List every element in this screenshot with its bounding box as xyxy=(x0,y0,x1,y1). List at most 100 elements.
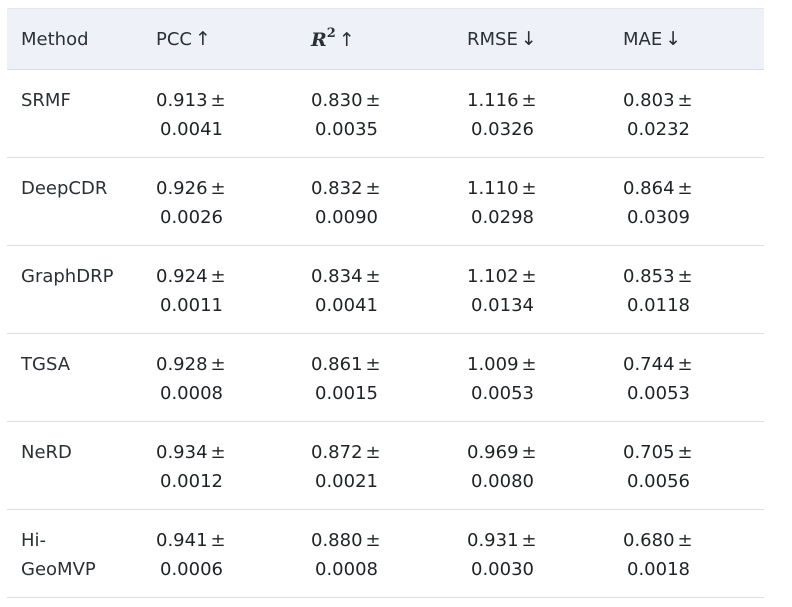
r2-mean: 0.834 xyxy=(311,266,363,287)
mae-mean: 0.680 xyxy=(623,530,675,551)
rmse-std: 0.0030 xyxy=(471,559,534,580)
mae-std: 0.0309 xyxy=(627,207,690,228)
mae-cell: 0.853 ±0.0118 xyxy=(609,245,764,334)
method-name-line: Hi- xyxy=(21,530,47,551)
r2-cell: 0.880 ± 0.0008 xyxy=(297,509,453,598)
pcc-mean: 0.934 xyxy=(156,442,208,463)
rmse-std: 0.0080 xyxy=(471,471,534,492)
r2-mean-line: 0.872 ± xyxy=(311,438,453,467)
up-arrow-icon: ↑ xyxy=(338,28,355,51)
plus-minus-symbol: ± xyxy=(210,90,226,111)
mae-mean: 0.744 xyxy=(623,354,675,375)
rmse-cell: 1.116 ±0.0326 xyxy=(453,69,609,158)
method-name: NeRD xyxy=(21,442,72,463)
down-arrow-icon: ↓ xyxy=(520,28,537,50)
pcc-std: 0.0041 xyxy=(160,119,223,140)
r2-std: 0.0090 xyxy=(315,207,378,228)
r2-std: 0.0035 xyxy=(315,119,378,140)
plus-minus-symbol: ± xyxy=(677,354,693,375)
plus-minus-symbol: ± xyxy=(521,530,537,551)
mae-std: 0.0018 xyxy=(627,559,690,580)
pcc-cell: 0.941 ±0.0006 xyxy=(142,509,297,598)
r-superscript: 2 xyxy=(326,26,336,42)
pcc-std: 0.0026 xyxy=(160,207,223,228)
method-cell: GraphDRP xyxy=(7,245,142,334)
table-header: Method PCC ↑ R2 ↑ RMSE ↓ MAE ↓ xyxy=(7,8,764,70)
mae-mean: 0.803 xyxy=(623,90,675,111)
method-name: TGSA xyxy=(21,354,71,375)
pcc-std: 0.0008 xyxy=(160,383,223,404)
header-pcc: PCC ↑ xyxy=(142,8,297,70)
r2-std: 0.0008 xyxy=(315,559,378,580)
mae-std: 0.0232 xyxy=(627,119,690,140)
rmse-cell: 1.102 ±0.0134 xyxy=(453,245,609,334)
rmse-std: 0.0326 xyxy=(471,119,534,140)
header-pcc-label: PCC xyxy=(156,29,192,50)
rmse-mean: 0.931 xyxy=(467,530,519,551)
plus-minus-symbol: ± xyxy=(677,178,693,199)
mae-mean-line: 0.864 ± xyxy=(623,174,764,203)
method-cell: NeRD xyxy=(7,421,142,510)
r2-cell: 0.861 ±0.0015 xyxy=(297,333,453,422)
r2-mean: 0.872 xyxy=(311,442,363,463)
table-row: DeepCDR 0.926 ±0.0026 0.832 ±0.0090 1.110 ±0.0… xyxy=(7,157,764,246)
pcc-mean-line: 0.934 ± xyxy=(156,438,297,467)
rmse-mean: 0.969 xyxy=(467,442,519,463)
r2-std: 0.0041 xyxy=(315,295,378,316)
plus-minus-symbol: ± xyxy=(521,90,537,111)
r2-mean-line: 0.834 ± xyxy=(311,262,453,291)
plus-minus-symbol: ± xyxy=(677,530,693,551)
r2-mean-line: 0.832 ± xyxy=(311,174,453,203)
plus-minus-symbol: ± xyxy=(210,266,226,287)
rmse-cell: 0.969 ±0.0080 xyxy=(453,421,609,510)
results-table: Method PCC ↑ R2 ↑ RMSE ↓ MAE ↓ SRMF 0.913 ±0.0… xyxy=(7,8,764,598)
mae-cell: 0.680 ±0.0018 xyxy=(609,509,764,598)
plus-minus-symbol: ± xyxy=(210,530,226,551)
rmse-mean-line: 1.009 ± xyxy=(467,350,609,379)
r2-mean: 0.832 xyxy=(311,178,363,199)
r2-cell: 0.872 ±0.0021 xyxy=(297,421,453,510)
rmse-mean-line: 1.102 ± xyxy=(467,262,609,291)
pcc-std: 0.0012 xyxy=(160,471,223,492)
r2-cell: 0.832 ± 0.0090 xyxy=(297,157,453,246)
pcc-cell: 0.924 ± 0.0011 xyxy=(142,245,297,334)
header-rmse: RMSE ↓ xyxy=(453,8,609,70)
plus-minus-symbol: ± xyxy=(365,90,381,111)
mae-cell: 0.705 ±0.0056 xyxy=(609,421,764,510)
pcc-mean: 0.913 xyxy=(156,90,208,111)
method-cell: SRMF xyxy=(7,69,142,158)
r2-cell: 0.834 ± 0.0041 xyxy=(297,245,453,334)
method-cell: Hi- GeoMVP xyxy=(7,509,142,598)
r2-mean-line: 0.830 ± xyxy=(311,86,453,115)
table-body: SRMF 0.913 ±0.0041 0.830 ±0.0035 1.116 ±0.0326… xyxy=(7,69,764,598)
plus-minus-symbol: ± xyxy=(677,266,693,287)
table-row: GraphDRP 0.924 ±0.0011 0.834 ±0.0041 1.102 ±0.… xyxy=(7,245,764,334)
r2-mean: 0.861 xyxy=(311,354,363,375)
plus-minus-symbol: ± xyxy=(210,354,226,375)
plus-minus-symbol: ± xyxy=(365,354,381,375)
header-method: Method xyxy=(7,8,142,70)
pcc-mean-line: 0.928 ± xyxy=(156,350,297,379)
mae-std: 0.0118 xyxy=(627,295,690,316)
plus-minus-symbol: ± xyxy=(521,266,537,287)
pcc-std: 0.0011 xyxy=(160,295,223,316)
header-rmse-label: RMSE xyxy=(467,29,518,50)
mae-mean: 0.853 xyxy=(623,266,675,287)
pcc-cell: 0.934 ± 0.0012 xyxy=(142,421,297,510)
method-cell: DeepCDR xyxy=(7,157,142,246)
header-row: Method PCC ↑ R2 ↑ RMSE ↓ MAE ↓ xyxy=(7,8,764,70)
r2-mean-line: 0.880 ± xyxy=(311,526,453,555)
table-row: TGSA 0.928 ±0.0008 0.861 ±0.0015 1.009 ±0.0053… xyxy=(7,333,764,422)
header-r2: R2 ↑ xyxy=(297,8,453,70)
method-name-line: GeoMVP xyxy=(21,559,96,580)
pcc-mean-line: 0.924 ± xyxy=(156,262,297,291)
mae-cell: 0.803 ±0.0232 xyxy=(609,69,764,158)
rmse-mean-line: 0.969 ± xyxy=(467,438,609,467)
rmse-mean-line: 0.931 ± xyxy=(467,526,609,555)
mae-mean-line: 0.705 ± xyxy=(623,438,764,467)
method-name: DeepCDR xyxy=(21,178,108,199)
plus-minus-symbol: ± xyxy=(521,442,537,463)
r2-mean-line: 0.861 ± xyxy=(311,350,453,379)
pcc-std: 0.0006 xyxy=(160,559,223,580)
header-r2-label: R2 xyxy=(311,26,336,50)
